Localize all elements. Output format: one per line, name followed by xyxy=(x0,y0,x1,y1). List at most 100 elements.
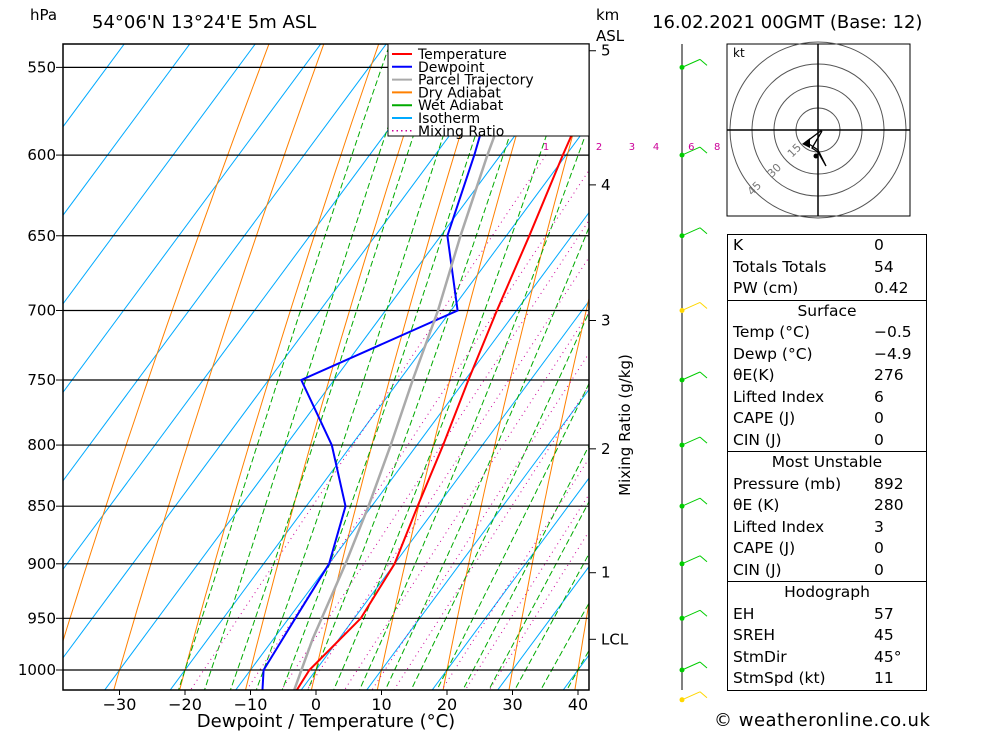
mixing-ratio-label: 3 xyxy=(629,142,635,153)
wet-adiabat-line xyxy=(358,123,589,690)
pressure-tick-label: 950 xyxy=(27,609,56,627)
wind-barb-flag xyxy=(699,146,708,154)
pressure-tick-label: 600 xyxy=(27,146,56,164)
wind-barb xyxy=(681,661,701,671)
surface-dewp-value: −4.9 xyxy=(874,344,912,363)
mixing-ratio-label: 2 xyxy=(596,142,602,153)
wind-barb-flag xyxy=(699,555,708,563)
mixing-ratio-line xyxy=(371,352,589,690)
wind-barb xyxy=(681,302,701,311)
legend-label: Temperature xyxy=(417,47,507,63)
surface-dewp-label: Dewp (°C) xyxy=(733,344,813,363)
legend-label: Mixing Ratio xyxy=(418,124,504,140)
wet-adiabat-line xyxy=(281,44,506,690)
surface-temp-value: −0.5 xyxy=(874,323,912,341)
surface-cin-label: CIN (J) xyxy=(733,430,782,449)
legend-label: Dry Adiabat xyxy=(418,85,501,101)
wind-barb-flag xyxy=(699,661,708,669)
mixing-ratio-line xyxy=(190,154,547,690)
height-tick-label: 1 xyxy=(601,564,611,582)
isotherm-line xyxy=(63,44,322,394)
wind-barb-flag xyxy=(699,436,708,444)
eh-label: EH xyxy=(733,604,755,623)
wet-adiabat-line xyxy=(177,44,391,690)
surface-temp-label: Temp (°C) xyxy=(733,323,810,341)
height-axis: 7654321LCL xyxy=(589,42,629,648)
plot-frame xyxy=(62,43,590,691)
wind-barb xyxy=(681,146,701,156)
sreh-value: 45 xyxy=(874,626,894,644)
temperature-tick-label: −20 xyxy=(168,695,202,714)
stmspd-value: 11 xyxy=(874,669,894,687)
wind-barb xyxy=(681,555,701,565)
mixing-ratio-label: 6 xyxy=(688,142,694,153)
hodograph-unit-label: kt xyxy=(733,46,745,60)
mu-cape-row: CAPE (J) 0 xyxy=(728,538,926,560)
pressure-axis: 3003504004505005506006507007508008509009… xyxy=(18,58,63,679)
dry-adiabat-line xyxy=(244,44,435,690)
surface-cape-label: CAPE (J) xyxy=(733,409,796,427)
wind-barb-flag xyxy=(699,497,708,505)
surface-thetae-value: 276 xyxy=(874,366,904,384)
surface-title: Surface xyxy=(797,301,857,320)
pressure-tick-label: 850 xyxy=(27,497,56,515)
wind-barb-flag xyxy=(699,609,708,617)
isotherm-line xyxy=(63,44,387,482)
stmdir-row: StmDir 45° xyxy=(728,647,926,669)
most-unstable-title: Most Unstable xyxy=(771,453,883,471)
dry-adiabat-line xyxy=(508,296,589,690)
wind-barb-flag xyxy=(699,691,708,699)
k-value: 0 xyxy=(874,236,884,254)
eh-value: 57 xyxy=(874,604,894,623)
wet-adiabat-line xyxy=(333,44,578,690)
location-title: 54°06'N 13°24'E 5m ASL xyxy=(92,12,316,33)
legend-label: Parcel Trajectory xyxy=(418,73,534,89)
wet-adiabat-line xyxy=(229,44,445,690)
temperature-tick-label: 30 xyxy=(502,695,522,714)
dry-adiabat-line xyxy=(442,74,589,690)
mixing-ratio-line xyxy=(441,457,589,690)
surface-box: Surface Temp (°C) −0.5 Dewp (°C) −4.9 θE(K… xyxy=(727,300,927,452)
pw-row: PW (cm) 0.42 xyxy=(728,278,926,300)
wet-adiabat-line xyxy=(255,44,474,690)
mu-pressure-row: Pressure (mb) 892 xyxy=(728,474,926,496)
wind-barb xyxy=(681,497,701,507)
height-tick-label: LCL xyxy=(601,630,629,648)
tt-label: Totals Totals xyxy=(733,257,827,276)
hodograph-storm-marker xyxy=(802,138,810,148)
mixing-ratio-line xyxy=(343,311,589,690)
stmdir-value: 45° xyxy=(874,647,902,666)
stmdir-label: StmDir xyxy=(733,647,787,666)
x-axis-title: Dewpoint / Temperature (°C) xyxy=(197,711,455,732)
parcel-trajectory-profile xyxy=(292,44,531,690)
height-tick-label: 4 xyxy=(601,176,611,194)
pw-label: PW (cm) xyxy=(733,279,799,297)
dry-adiabat-line xyxy=(969,0,1000,719)
temperature-tick-label: 40 xyxy=(568,695,588,714)
isotherm-line xyxy=(366,388,589,690)
mu-li-row: Lifted Index 3 xyxy=(728,517,926,539)
wet-adiabat-line xyxy=(384,226,589,690)
mu-thetae-label: θE (K) xyxy=(733,496,780,514)
temperature-tick-label: −30 xyxy=(103,695,137,714)
height-tick-label: 2 xyxy=(601,440,611,458)
wind-barb xyxy=(681,371,701,381)
hpa-unit-label: hPa xyxy=(30,6,57,24)
dry-adiabat-line xyxy=(113,44,325,690)
isotherm-line xyxy=(300,300,589,690)
wind-barb xyxy=(681,609,701,619)
sreh-label: SREH xyxy=(733,626,776,644)
dry-adiabat-line xyxy=(179,44,380,690)
wind-barb xyxy=(681,58,701,68)
k-label: K xyxy=(733,236,744,254)
mu-pressure-value: 892 xyxy=(874,474,904,493)
wind-profile xyxy=(679,44,708,703)
pressure-tick-label: 650 xyxy=(27,227,56,245)
wet-adiabat-line xyxy=(410,311,589,690)
datetime-title: 16.02.2021 00GMT (Base: 12) xyxy=(652,12,922,33)
mu-thetae-row: θE (K) 280 xyxy=(728,495,926,517)
